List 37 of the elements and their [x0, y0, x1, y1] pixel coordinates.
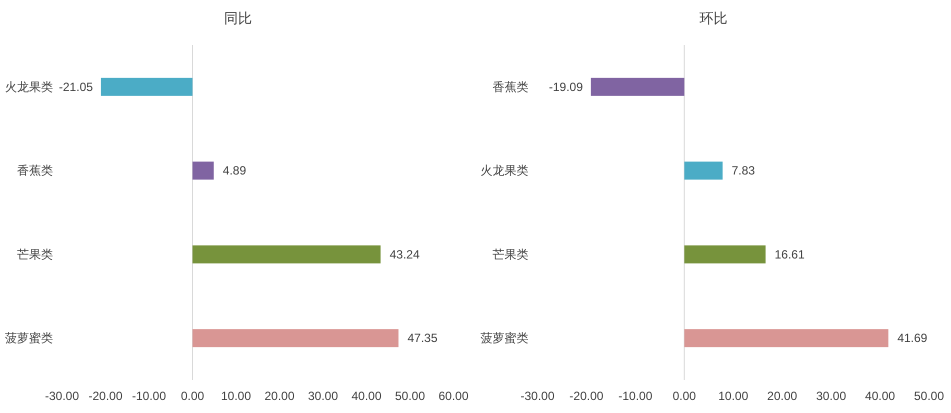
x-tick-label: 30.00 [308, 389, 338, 403]
x-tick-label: 0.00 [672, 389, 696, 403]
x-tick-label: -20.00 [569, 389, 604, 403]
data-label: 43.24 [390, 247, 420, 262]
category-label: 香蕉类 [492, 80, 528, 94]
x-tick-label: -10.00 [132, 389, 166, 403]
category-label: 火龙果类 [480, 164, 528, 178]
x-tick-label: 60.00 [438, 389, 469, 403]
x-tick-label: 50.00 [394, 389, 426, 403]
category-label: 芒果类 [17, 247, 53, 262]
data-label: 47.35 [407, 331, 438, 346]
category-label: 香蕉类 [17, 164, 53, 178]
data-label: 7.83 [732, 164, 755, 178]
x-tick-label: 20.00 [767, 389, 798, 403]
x-tick-label: 10.00 [718, 389, 748, 403]
title: 同比 [224, 10, 252, 26]
x-tick-label: -30.00 [520, 389, 555, 403]
data-label: 16.61 [774, 247, 805, 262]
title: 环比 [699, 10, 728, 26]
x-tick-label: 40.00 [865, 389, 896, 403]
category-label: 火龙果类 [5, 80, 53, 94]
x-tick-label: -30.00 [44, 389, 80, 403]
x-tick-label: 40.00 [351, 389, 382, 403]
category-label: 芒果类 [492, 247, 528, 262]
x-tick-label: -20.00 [88, 389, 123, 403]
data-label: -19.09 [548, 80, 583, 94]
x-tick-label: 20.00 [264, 389, 295, 403]
data-label: -21.05 [58, 80, 93, 94]
category-label: 菠萝蜜类 [5, 331, 53, 346]
data-label: 41.69 [897, 331, 928, 346]
x-tick-label: 10.00 [220, 389, 252, 403]
x-tick-label: -10.00 [618, 389, 652, 403]
category-label: 菠萝蜜类 [480, 331, 528, 346]
x-tick-label: 50.00 [914, 389, 944, 403]
data-label: 4.89 [222, 164, 246, 178]
x-tick-label: 0.00 [180, 389, 204, 403]
x-tick-label: 30.00 [816, 389, 846, 403]
